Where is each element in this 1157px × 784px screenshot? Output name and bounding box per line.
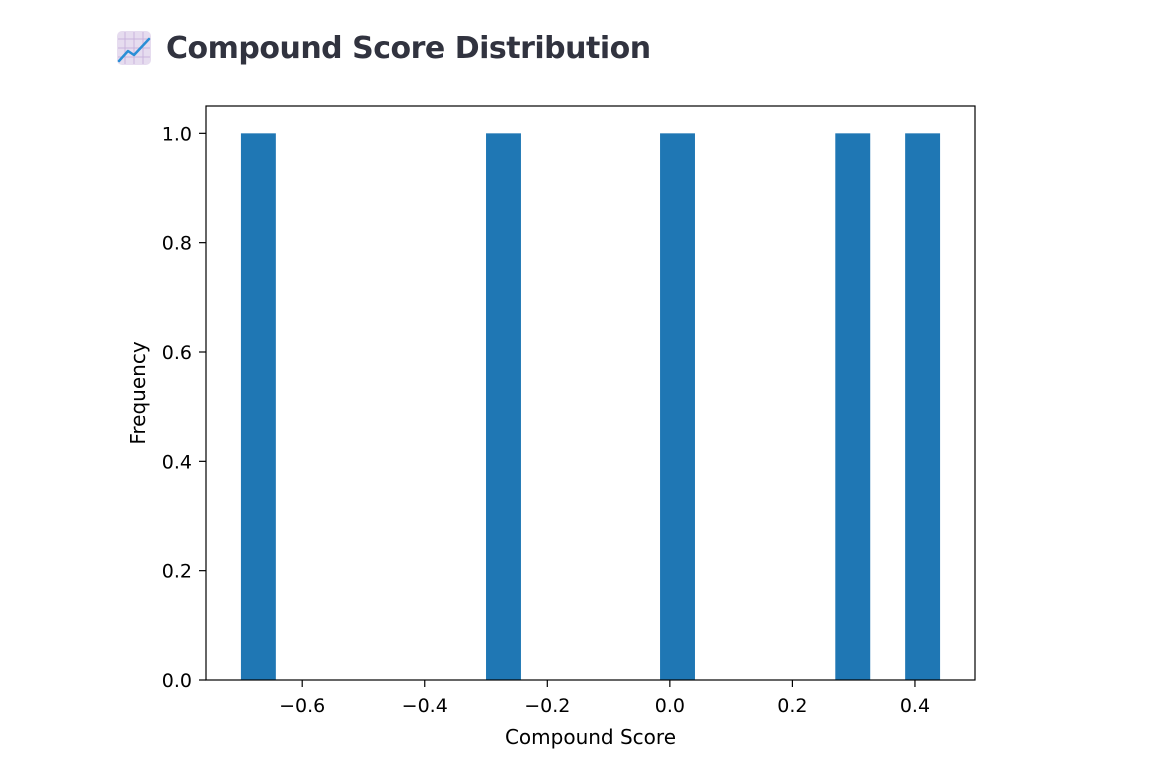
chart-increasing-icon (117, 31, 151, 65)
x-tick-label: 0.0 (655, 695, 685, 717)
histogram-bar-5 (905, 133, 941, 681)
x-tick-label: 0.2 (777, 695, 807, 717)
histogram-bar-2 (486, 133, 521, 681)
y-axis-ticks: 0.0 0.2 0.4 0.6 0.8 1.0 (162, 123, 206, 692)
x-tick-label: −0.2 (524, 695, 570, 717)
x-tick-label: −0.4 (402, 695, 448, 717)
x-axis-label: Compound Score (505, 725, 676, 749)
histogram-bar-1 (240, 133, 276, 681)
plot-frame (205, 105, 976, 681)
bars-group (240, 133, 941, 681)
page-header: Compound Score Distribution (116, 30, 651, 66)
y-tick-label: 0.6 (162, 342, 192, 364)
page-title: Compound Score Distribution (166, 30, 651, 66)
histogram-bar-3 (660, 133, 695, 681)
y-axis-label: Frequency (126, 341, 150, 444)
x-tick-label: 0.4 (900, 695, 930, 717)
x-axis-ticks: −0.6 −0.4 −0.2 0.0 0.2 0.4 (279, 680, 930, 717)
y-tick-label: 0.4 (162, 451, 192, 473)
x-tick-label: −0.6 (279, 695, 325, 717)
y-tick-label: 0.0 (162, 670, 192, 692)
histogram-bar-4 (835, 133, 871, 681)
y-tick-label: 0.8 (162, 233, 192, 255)
y-tick-label: 1.0 (162, 123, 192, 145)
y-tick-label: 0.2 (162, 561, 192, 583)
